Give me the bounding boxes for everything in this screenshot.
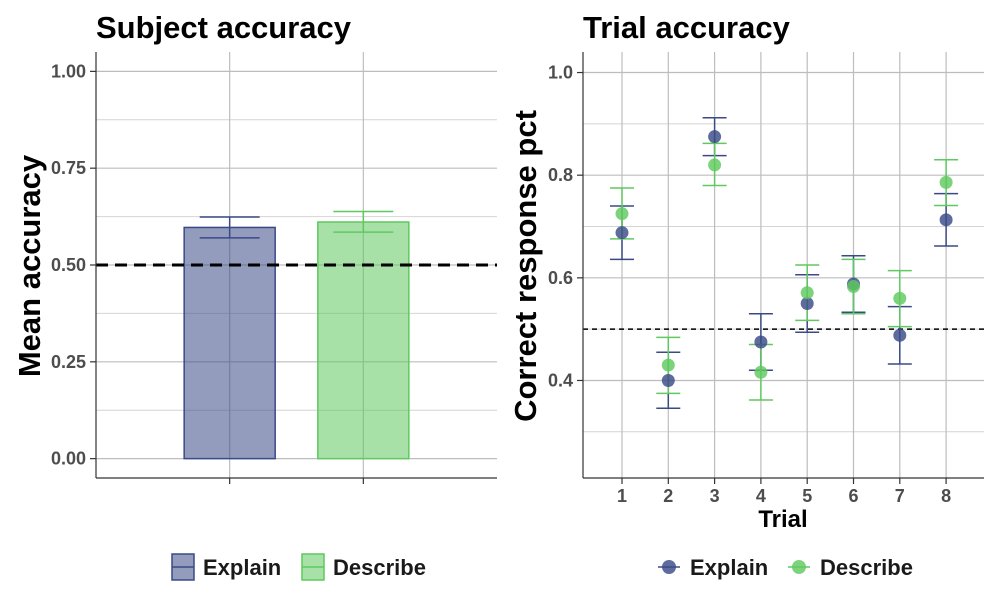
right-x-axis-label: Trial: [758, 506, 807, 533]
left-plot-area: 0.00 0.25 0.50 0.75 1.00: [51, 52, 497, 484]
left-y-axis-label: Mean accuracy: [12, 154, 47, 377]
point-describe: [847, 280, 860, 294]
left-y-tick-label: 1.00: [51, 61, 86, 81]
point-describe: [800, 286, 814, 300]
right-plot-area: 0.4 0.6 0.8 1.0 1 2 3 4 5 6 7 8: [548, 52, 984, 506]
point-describe: [754, 365, 768, 379]
right-x-tick-label: 6: [848, 486, 858, 506]
right-y-tick-label: 0.8: [548, 165, 573, 185]
right-x-tick-label: 8: [941, 486, 951, 506]
bar-describe: [317, 221, 410, 460]
left-y-tick-label: 0.75: [51, 158, 86, 178]
point-describe: [615, 207, 629, 221]
left-y-tick-label: 0.00: [51, 449, 86, 469]
right-x-tick-label: 3: [710, 486, 720, 506]
subject-accuracy-panel: Subject accuracy Mean accuracy 0.000.250…: [12, 10, 497, 581]
point-explain: [939, 213, 953, 227]
legend-label-describe: Describe: [820, 555, 913, 580]
right-x-tick-label: 7: [895, 486, 905, 506]
point-describe: [661, 358, 675, 372]
legend-label-describe: Describe: [333, 555, 426, 580]
right-x-tick-label: 4: [756, 486, 766, 506]
right-x-tick-label: 5: [802, 486, 812, 506]
point-explain: [800, 296, 814, 310]
right-x-tick-label: 1: [617, 486, 627, 506]
right-legend: Explain Describe: [658, 555, 913, 580]
left-y-tick-label: 0.25: [51, 352, 86, 372]
legend-label-explain: Explain: [690, 555, 768, 580]
bar-explain: [183, 226, 276, 460]
right-y-tick-label: 1.0: [548, 63, 573, 83]
point-explain: [708, 130, 722, 144]
right-x-tick-label: 2: [663, 486, 673, 506]
point-explain: [615, 226, 629, 240]
point-describe: [708, 158, 722, 172]
point-explain: [661, 373, 675, 387]
left-y-tick-label: 0.50: [51, 255, 86, 275]
point-describe: [939, 175, 953, 189]
right-y-tick-label: 0.6: [548, 268, 573, 288]
point-explain: [893, 328, 907, 342]
legend-point-describe: [792, 560, 806, 574]
trial-accuracy-panel: Trial accuracy Correct response pct Tria…: [508, 10, 984, 580]
legend-point-explain: [662, 560, 676, 574]
left-legend: Explain Describe: [171, 553, 426, 581]
left-chart-title: Subject accuracy: [96, 10, 352, 45]
point-describe: [893, 291, 907, 305]
point-explain: [754, 335, 768, 349]
right-y-tick-label: 0.4: [548, 370, 573, 390]
right-y-axis-label: Correct response pct: [508, 110, 543, 422]
right-chart-title: Trial accuracy: [583, 10, 791, 45]
legend-label-explain: Explain: [203, 555, 281, 580]
